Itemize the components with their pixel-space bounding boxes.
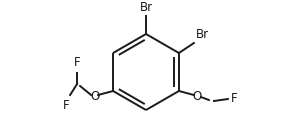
Text: F: F [231, 91, 237, 104]
Text: F: F [74, 56, 80, 69]
Text: Br: Br [196, 28, 209, 41]
Text: O: O [192, 90, 201, 103]
Text: Br: Br [140, 1, 152, 14]
Text: F: F [63, 99, 69, 112]
Text: O: O [91, 90, 100, 103]
